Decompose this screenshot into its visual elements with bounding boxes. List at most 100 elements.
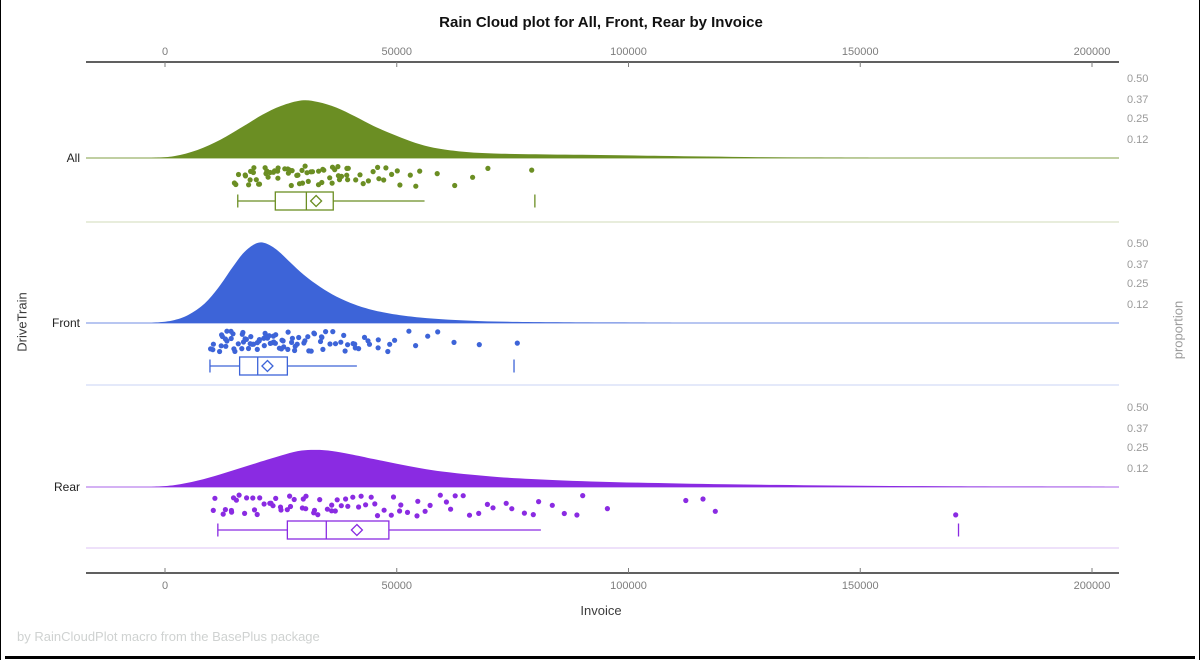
rain-point [376,176,382,182]
rain-point [329,180,335,186]
rain-point [233,181,239,188]
rain-point [222,507,228,513]
proportion-tick-label: 0.37 [1127,423,1148,435]
rain-point [404,509,411,515]
rain-point [338,173,345,179]
rain-point [390,494,397,500]
rain-point [261,343,267,349]
rain-point [358,493,364,499]
rain-point [335,164,341,170]
rain-point [248,334,254,340]
rain-point [529,167,535,173]
rain-point [291,496,297,503]
panel-front: Front 0.50 0.37 0.25 0.12 [52,238,1148,386]
mean-diamond [309,194,323,208]
rain-point [289,339,295,345]
rain-point [361,334,368,340]
rain-point [266,333,272,339]
rain-point [250,341,257,347]
rain-point [329,502,335,508]
rain-point [536,499,542,505]
rain-point [381,177,387,183]
rain-point [256,337,262,343]
rain-point [233,497,239,503]
rain-point [341,332,347,338]
rain-point [345,165,351,171]
rain-point [250,495,256,501]
footer-note: by RainCloudPlot macro from the BasePlus… [17,629,320,644]
proportion-tick-label: 0.25 [1127,442,1148,454]
rain-point [324,506,330,512]
x-tick-label-bottom: 200000 [1074,580,1111,592]
rain-point [953,512,959,518]
rain-point [311,510,317,516]
rain-point [332,508,338,514]
x-tick-label-bottom: 0 [162,580,168,592]
rain-point [277,504,284,510]
rain-point [356,346,362,352]
rain-point [320,346,326,352]
x-tick-label-top: 0 [162,46,168,58]
rain-point [415,498,421,504]
rain-point [374,513,381,519]
proportion-tick-label: 0.12 [1127,134,1148,146]
rain-point [514,340,520,346]
rain-point [317,338,324,345]
rain-point [257,495,263,501]
rain-point [323,329,329,335]
category-label-front: Front [52,316,81,330]
rain-point [343,496,349,502]
y-axis-title-proportion: proportion [1170,300,1186,360]
proportion-tick-label: 0.12 [1127,299,1148,311]
proportion-tick-label: 0.12 [1127,463,1148,475]
rain-point [530,511,536,518]
rain-point [332,341,339,347]
rain-point [561,510,567,517]
box [274,191,334,211]
boxplot-front [209,356,515,376]
mean-diamond [350,523,364,537]
rain-point [302,338,308,344]
rain-point [350,494,356,500]
boxplot-all [237,191,536,211]
rain-point [273,332,279,338]
rain-point [397,508,403,514]
x-tick-label-top: 100000 [610,46,647,58]
rain-point [353,177,359,183]
rain-point [375,164,381,170]
rain-point [220,511,226,517]
rain-point [304,170,310,176]
rain-point [700,496,706,502]
rain-point [452,182,458,189]
bottom-bar [5,656,1195,659]
rain-point [210,347,216,353]
rain-point [413,343,419,349]
category-label-rear: Rear [54,480,80,494]
rain-point [308,169,314,175]
x-axis-title: Invoice [580,603,622,618]
rain-point [212,495,218,501]
proportion-tick-label: 0.50 [1127,402,1148,414]
rain-point [425,333,431,339]
rain-point [329,508,335,514]
rain-point [368,494,374,500]
proportion-tick-label: 0.50 [1127,73,1148,85]
rain-point [210,341,216,347]
rain-point [521,510,528,516]
rain-point [303,493,309,499]
rain-point [345,503,351,509]
rain-point [422,508,428,514]
rain-point [289,335,295,341]
boxplot-rear [217,520,960,540]
rain-point [437,492,443,498]
chart-title: Rain Cloud plot for All, Front, Rear by … [439,14,763,31]
proportion-tick-label: 0.37 [1127,94,1148,106]
rain-point [549,502,555,508]
rain-point [460,493,466,499]
rain-point [383,165,389,171]
rain-point [275,165,281,171]
rain-point [360,181,366,187]
rain-point [265,174,271,180]
proportion-tick-label: 0.50 [1127,238,1148,250]
rain-point [398,502,404,508]
